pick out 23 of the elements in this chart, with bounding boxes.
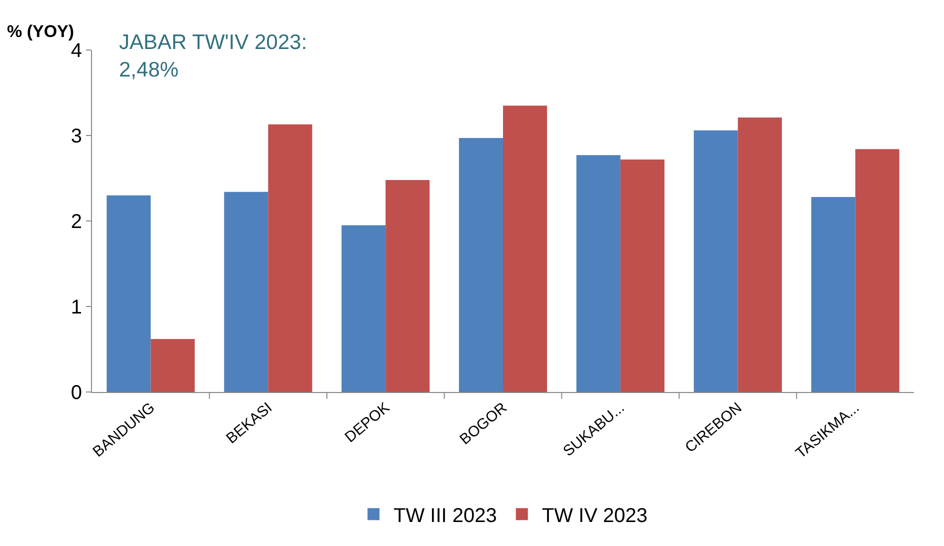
bar bbox=[620, 159, 664, 392]
bar bbox=[855, 149, 900, 392]
bar bbox=[694, 130, 738, 392]
bar bbox=[738, 118, 782, 392]
legend-label: TW IV 2023 bbox=[542, 504, 648, 527]
bar bbox=[458, 138, 503, 392]
y-tick-label: 4 bbox=[70, 40, 82, 62]
legend-label: TW III 2023 bbox=[394, 504, 497, 527]
bar bbox=[503, 106, 548, 392]
bar bbox=[150, 338, 195, 392]
y-tick-label: 2 bbox=[70, 211, 82, 233]
bar bbox=[268, 124, 312, 392]
y-tick-label: 1 bbox=[70, 296, 82, 318]
y-tick-label: 3 bbox=[70, 126, 82, 148]
bar bbox=[224, 192, 268, 392]
bar bbox=[576, 155, 620, 392]
bar bbox=[342, 225, 386, 392]
y-axis-title: % (YOY) bbox=[7, 22, 74, 41]
y-tick-label: 0 bbox=[70, 382, 82, 404]
bar bbox=[386, 180, 430, 392]
bar bbox=[811, 197, 856, 392]
bar bbox=[106, 195, 151, 392]
annotation: JABAR TW'IV 2023: 2,48% bbox=[119, 31, 308, 82]
